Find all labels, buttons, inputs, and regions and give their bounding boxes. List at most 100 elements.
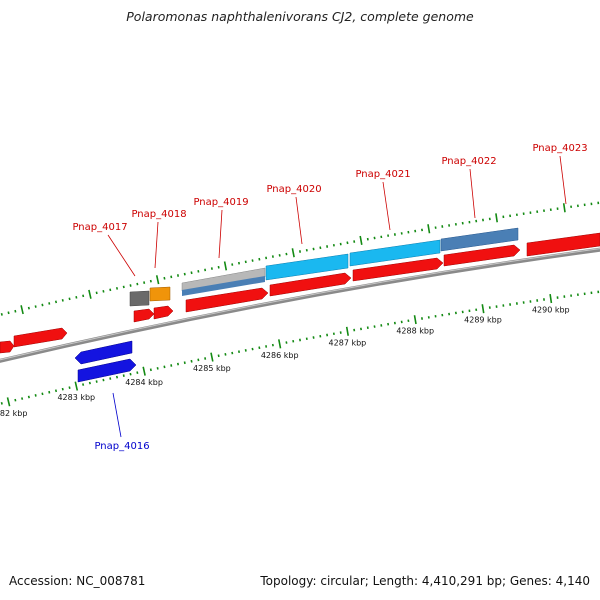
gene-label[interactable]: Pnap_4018 [131,209,186,220]
feature-orange-block[interactable] [149,286,171,302]
minor-tick [224,353,227,356]
minor-tick [143,281,146,284]
minor-tick [14,309,17,313]
cds-arrow-4017[interactable] [133,308,155,323]
minor-tick [61,299,64,302]
label-leaders [107,155,567,438]
minor-tick [163,276,166,280]
minor-tick [41,303,44,307]
gene-label[interactable]: Pnap_4021 [355,169,410,180]
cds-arrow-4022[interactable] [443,244,521,267]
genome-backbone-highlight [0,248,600,361]
minor-tick [102,378,105,382]
gene-label[interactable]: Pnap_4023 [532,143,587,154]
minor-tick [204,357,207,360]
minor-tick [0,401,3,405]
minor-tick [95,291,98,295]
kbp-tick-label: 4283 kbp [57,393,95,402]
gene-label[interactable]: Pnap_4016 [94,441,149,452]
minor-tick [170,364,173,367]
minor-tick [149,279,152,283]
gene-label[interactable]: Pnap_4022 [441,156,496,167]
major-tick [291,248,295,258]
minor-tick [231,263,234,266]
minor-tick [278,254,281,257]
kbp-tick-label: 4284 kbp [125,378,163,387]
minor-tick [109,377,112,380]
major-tick [345,326,349,336]
topology-summary: Topology: circular; Length: 4,410,291 bp… [260,574,590,588]
outer-tick-track [0,201,600,316]
minor-tick [373,325,376,328]
minor-tick [68,386,71,389]
cds-arrow-4021[interactable] [352,257,444,282]
minor-tick [251,259,254,262]
minor-tick [244,349,247,352]
minor-tick [190,271,193,275]
minor-tick [27,306,30,310]
cds-arrow-4018[interactable] [153,305,174,320]
minor-tick [217,354,220,358]
feature-steel-stripe [182,276,265,296]
feature-sky-block-4020[interactable] [265,253,349,281]
minor-tick [115,375,119,379]
major-tick [359,235,363,245]
minor-tick [183,272,186,276]
minor-tick [75,296,78,299]
cds-arrow-4023[interactable] [526,232,600,257]
minor-tick [34,305,37,308]
cds-arrow-4019[interactable] [185,287,269,313]
gene-labels: Pnap_4016 Pnap_4017 Pnap_4018 Pnap_4019 … [72,143,587,452]
minor-tick [34,394,37,397]
major-tick [481,304,485,314]
minor-tick [136,282,139,286]
map-title: Polaromonas naphthalenivorans CJ2, compl… [126,9,474,24]
minor-tick [7,311,10,315]
minor-tick [54,389,58,393]
gene-label[interactable]: Pnap_4017 [72,222,127,233]
cds-arrow-4016[interactable] [77,358,137,383]
major-tick [549,293,553,304]
minor-tick [197,358,200,362]
minor-tick [251,347,254,351]
minor-tick [156,367,159,370]
minor-tick [319,246,322,250]
minor-tick [285,341,288,344]
major-tick [20,305,24,315]
kbp-tick-label: 4285 kbp [193,364,231,373]
kbp-tick-label: 4290 kbp [532,306,570,315]
kbp-tick-label: 4287 kbp [329,338,367,347]
minor-tick [190,359,193,363]
minor-tick [82,294,85,298]
minor-tick [41,392,44,396]
minor-tick [14,398,17,402]
forward-cds-track [0,232,600,354]
cds-arrow-left-partial[interactable] [0,340,15,354]
cds-arrow-4020[interactable] [269,272,352,297]
inner-tick-track: 4282 kbp 4283 kbp 4284 kbp 4285 kbp 4286 kbp… [0,290,600,418]
kbp-tick-label: 4289 kbp [464,316,502,325]
minor-tick [122,374,125,377]
minor-tick [258,257,261,261]
minor-tick [373,236,376,240]
feature-dark-gray-block[interactable] [129,290,150,307]
gene-label[interactable]: Pnap_4020 [266,184,321,195]
minor-tick [163,365,166,369]
minor-tick [217,265,220,269]
major-tick [223,261,228,271]
kbp-tick-label: 4288 kbp [396,327,434,336]
minor-tick [149,368,152,372]
minor-tick [129,372,132,376]
minor-tick [129,284,132,287]
feature-steel-block-4022[interactable] [440,227,519,252]
major-tick [427,224,431,234]
feature-sky-block-4021[interactable] [349,239,441,267]
accession-label: Accession: NC_008781 [9,574,146,588]
minor-tick [312,247,315,251]
cds-arrow-reverse-upper[interactable] [74,340,133,365]
cds-arrow-left[interactable] [13,327,68,348]
feature-track [129,227,519,307]
gene-label[interactable]: Pnap_4019 [193,197,248,208]
major-tick [413,315,417,325]
